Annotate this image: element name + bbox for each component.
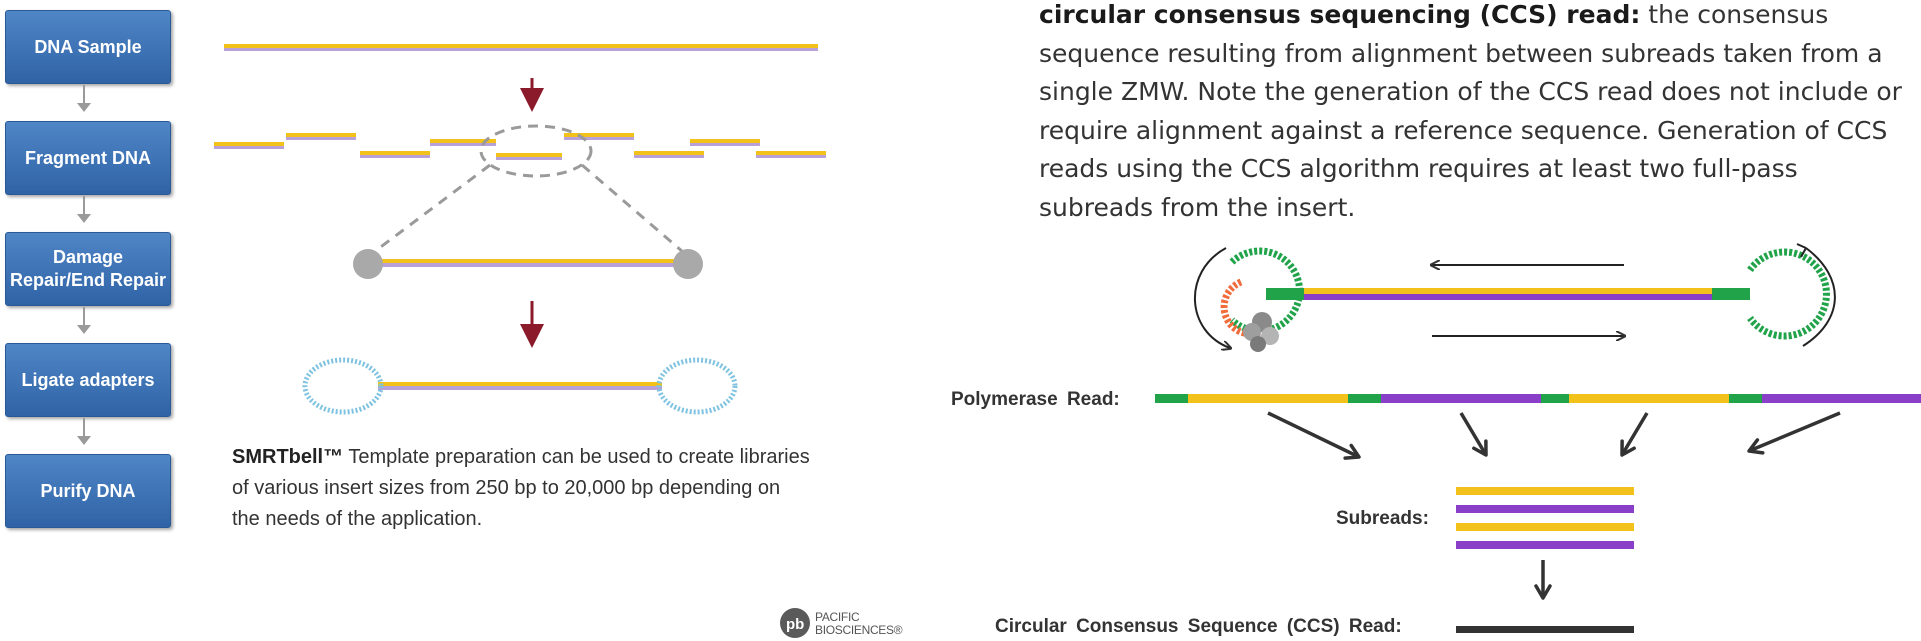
subread-insert-reverse: [1456, 541, 1634, 549]
ccs-definition: circular consensus sequencing (CCS) read…: [1039, 0, 1919, 227]
polymerase-read-segment-adapter: [1541, 394, 1569, 403]
dna-fragment: [756, 151, 826, 155]
subread-insert-reverse: [1456, 505, 1634, 513]
polymerase-read-segment-insert: [1188, 394, 1348, 403]
polymerase-read-segment-adapter: [1155, 394, 1188, 403]
ccs-rotation-arrow-left: [1193, 247, 1230, 348]
smrtbell-caption: SMRTbell™ Template preparation can be us…: [232, 442, 812, 535]
ccs-circular-template: [1193, 243, 1836, 352]
fragment-selection-ellipse: [479, 124, 593, 178]
svg-text:pb: pb: [786, 616, 804, 633]
step-arrow-4: [77, 418, 91, 445]
dna-fragment-lower-strand: [634, 155, 704, 158]
smrtbell-template: [302, 357, 738, 415]
polymerase-read-bar: [1155, 394, 1921, 403]
dna-fragment-lower-strand: [496, 157, 562, 160]
polymerase-read-segment-insert-reverse: [1762, 394, 1921, 403]
subread-insert: [1456, 487, 1634, 495]
step-arrow-2: [77, 196, 91, 223]
dna-fragment: [634, 151, 704, 155]
ccs-left-adapter-loop: [1229, 247, 1304, 335]
ccs-read-label: Circular Consensus Sequence (CCS) Read:: [995, 616, 1402, 637]
polymerase-icon: [1243, 312, 1279, 352]
dna-fragment-lower-strand: [564, 137, 634, 140]
step-arrow-1: [77, 85, 91, 112]
subread-arrow-2: [1459, 412, 1488, 457]
subread-arrow-3: [1620, 412, 1649, 457]
ccs-definition-text: the consensus sequence resulting from al…: [1039, 0, 1902, 222]
dna-fragment: [214, 142, 284, 146]
dna-fragment-lower-strand: [214, 146, 284, 149]
dna-sample-strand: [224, 44, 818, 51]
polymerase-read-label: Polymerase Read:: [951, 389, 1120, 410]
subread-arrow-4: [1747, 411, 1841, 455]
ccs-read-bar: [1456, 626, 1634, 633]
ccs-definition-term: circular consensus sequencing (CCS) read…: [1039, 0, 1641, 29]
ccs-rotation-arc-right: [1802, 247, 1836, 347]
pacbio-logo-line2: BIOSCIENCES®: [815, 623, 903, 637]
subread-insert: [1456, 523, 1634, 531]
polymerase-read-segment-adapter: [1729, 394, 1762, 403]
dna-fragments: [214, 133, 826, 160]
subread-arrow-1: [1267, 411, 1361, 460]
polymerase-read-segment-insert: [1569, 394, 1729, 403]
ccs-right-adapter-loop: [1747, 248, 1830, 340]
smrtbell-text: Template preparation can be used to crea…: [232, 446, 810, 530]
dna-fragment-lower-strand: [430, 143, 496, 146]
dna-fragment: [564, 133, 634, 137]
dna-fragment-lower-strand: [690, 143, 760, 146]
step-purify-dna: Purify DNA: [5, 454, 171, 528]
dna-fragment: [360, 151, 430, 155]
pacbio-logo-line1: PACIFIC: [815, 610, 860, 624]
step-damage-repair: Damage Repair/End Repair: [5, 232, 171, 306]
step-fragment-dna: Fragment DNA: [5, 121, 171, 195]
pacbio-logo-icon: pb: [780, 608, 810, 638]
right-hairpin-adapter: [656, 357, 738, 415]
step-dna-sample: DNA Sample: [5, 10, 171, 84]
dna-fragment: [496, 153, 562, 157]
dna-fragment-lower-strand: [360, 155, 430, 158]
subreads-stack: [1456, 487, 1634, 549]
step-ligate-adapters: Ligate adapters: [5, 343, 171, 417]
polymerase-read-segment-adapter: [1348, 394, 1381, 403]
left-hairpin-adapter: [302, 357, 384, 415]
subreads-label: Subreads:: [1336, 508, 1429, 529]
fragment-with-end-caps: [353, 249, 703, 279]
selection-line-left: [365, 163, 491, 260]
pacbio-logo-text: PACIFIC BIOSCIENCES®: [815, 610, 903, 637]
dna-fragment-lower-strand: [756, 155, 826, 158]
polymerase-read-segment-insert-reverse: [1381, 394, 1541, 403]
dna-fragment-lower-strand: [286, 137, 356, 140]
selection-line-right: [581, 163, 691, 260]
step-arrow-3: [77, 307, 91, 334]
dna-fragment: [430, 139, 496, 143]
ccs-rotation-arrowhead-right: [1796, 243, 1807, 258]
dna-fragment: [286, 133, 356, 137]
dna-fragment: [690, 139, 760, 143]
smrtbell-term: SMRTbell™: [232, 446, 344, 468]
